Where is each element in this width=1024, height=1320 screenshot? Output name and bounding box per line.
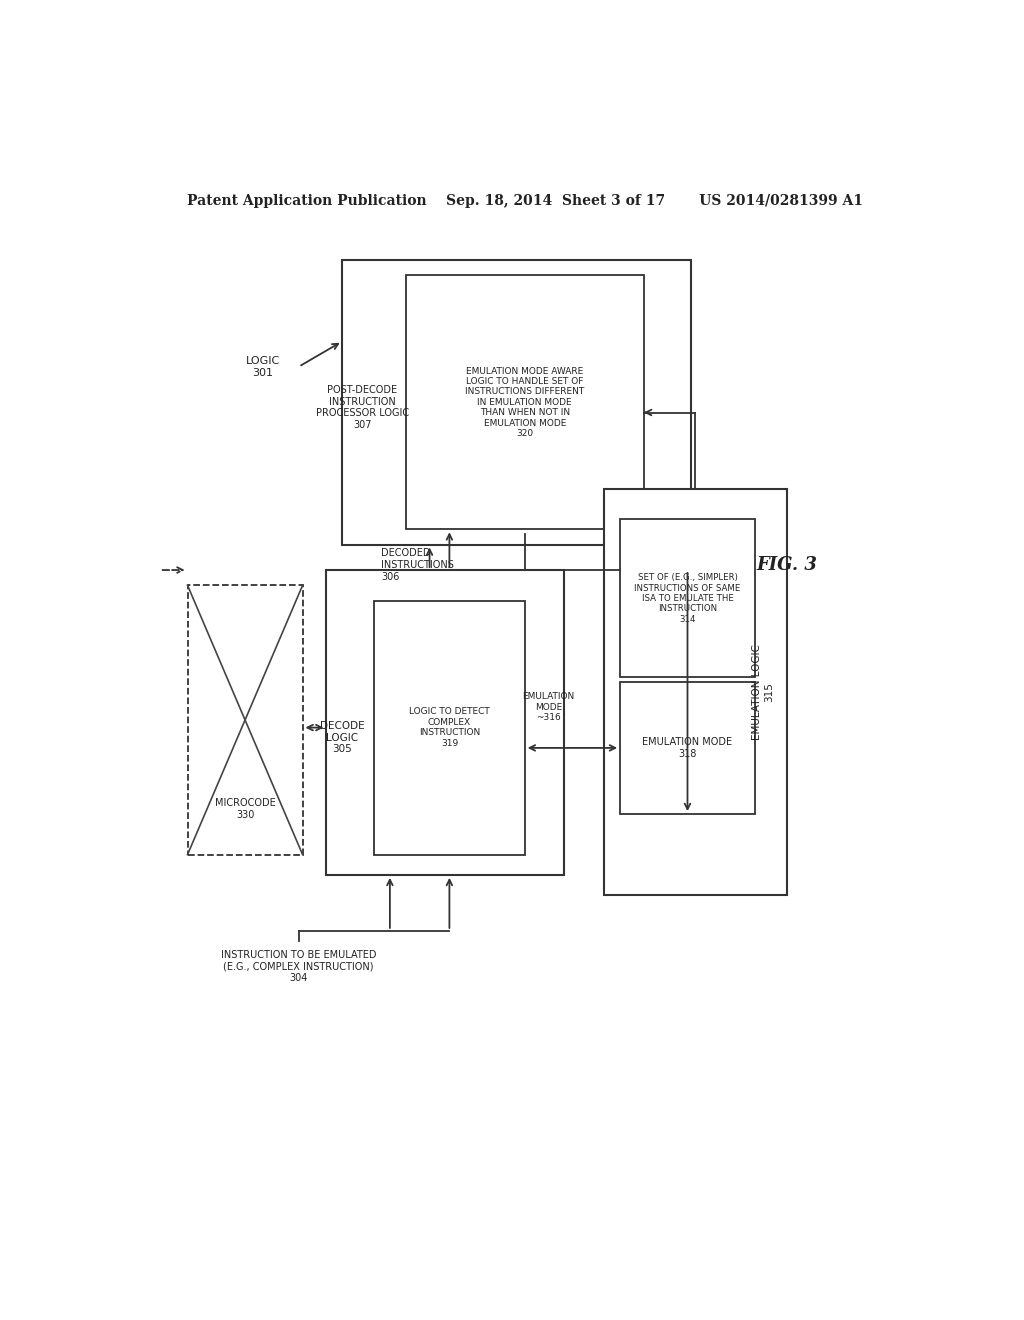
Text: INSTRUCTION TO BE EMULATED
(E.G., COMPLEX INSTRUCTION)
304: INSTRUCTION TO BE EMULATED (E.G., COMPLE… (221, 950, 377, 983)
Text: EMULATION MODE AWARE
LOGIC TO HANDLE SET OF
INSTRUCTIONS DIFFERENT
IN EMULATION : EMULATION MODE AWARE LOGIC TO HANDLE SET… (465, 367, 585, 438)
FancyBboxPatch shape (620, 519, 755, 677)
Text: FIG. 3: FIG. 3 (757, 556, 817, 574)
Text: DECODE
LOGIC
305: DECODE LOGIC 305 (319, 721, 365, 754)
Text: POST-DECODE
INSTRUCTION
PROCESSOR LOGIC
307: POST-DECODE INSTRUCTION PROCESSOR LOGIC … (315, 385, 409, 430)
FancyBboxPatch shape (374, 601, 524, 854)
Text: Patent Application Publication    Sep. 18, 2014  Sheet 3 of 17       US 2014/028: Patent Application Publication Sep. 18, … (186, 194, 863, 209)
Text: DECODED
INSTRUCTIONS
306: DECODED INSTRUCTIONS 306 (381, 548, 454, 582)
FancyBboxPatch shape (406, 276, 644, 529)
Text: EMULATION LOGIC
315: EMULATION LOGIC 315 (752, 644, 774, 741)
FancyBboxPatch shape (342, 260, 691, 545)
FancyBboxPatch shape (327, 570, 564, 875)
Text: SET OF (E.G., SIMPLER)
INSTRUCTIONS OF SAME
ISA TO EMULATE THE
INSTRUCTION
314: SET OF (E.G., SIMPLER) INSTRUCTIONS OF S… (634, 573, 740, 624)
Text: LOGIC
301: LOGIC 301 (246, 356, 280, 378)
Text: LOGIC TO DETECT
COMPLEX
INSTRUCTION
319: LOGIC TO DETECT COMPLEX INSTRUCTION 319 (409, 708, 489, 747)
Text: EMULATION
MODE
~316: EMULATION MODE ~316 (522, 693, 574, 722)
Text: MICROCODE
330: MICROCODE 330 (215, 799, 275, 820)
Text: EMULATION MODE
318: EMULATION MODE 318 (642, 737, 732, 759)
FancyBboxPatch shape (620, 682, 755, 814)
FancyBboxPatch shape (604, 488, 786, 895)
FancyBboxPatch shape (187, 585, 303, 854)
